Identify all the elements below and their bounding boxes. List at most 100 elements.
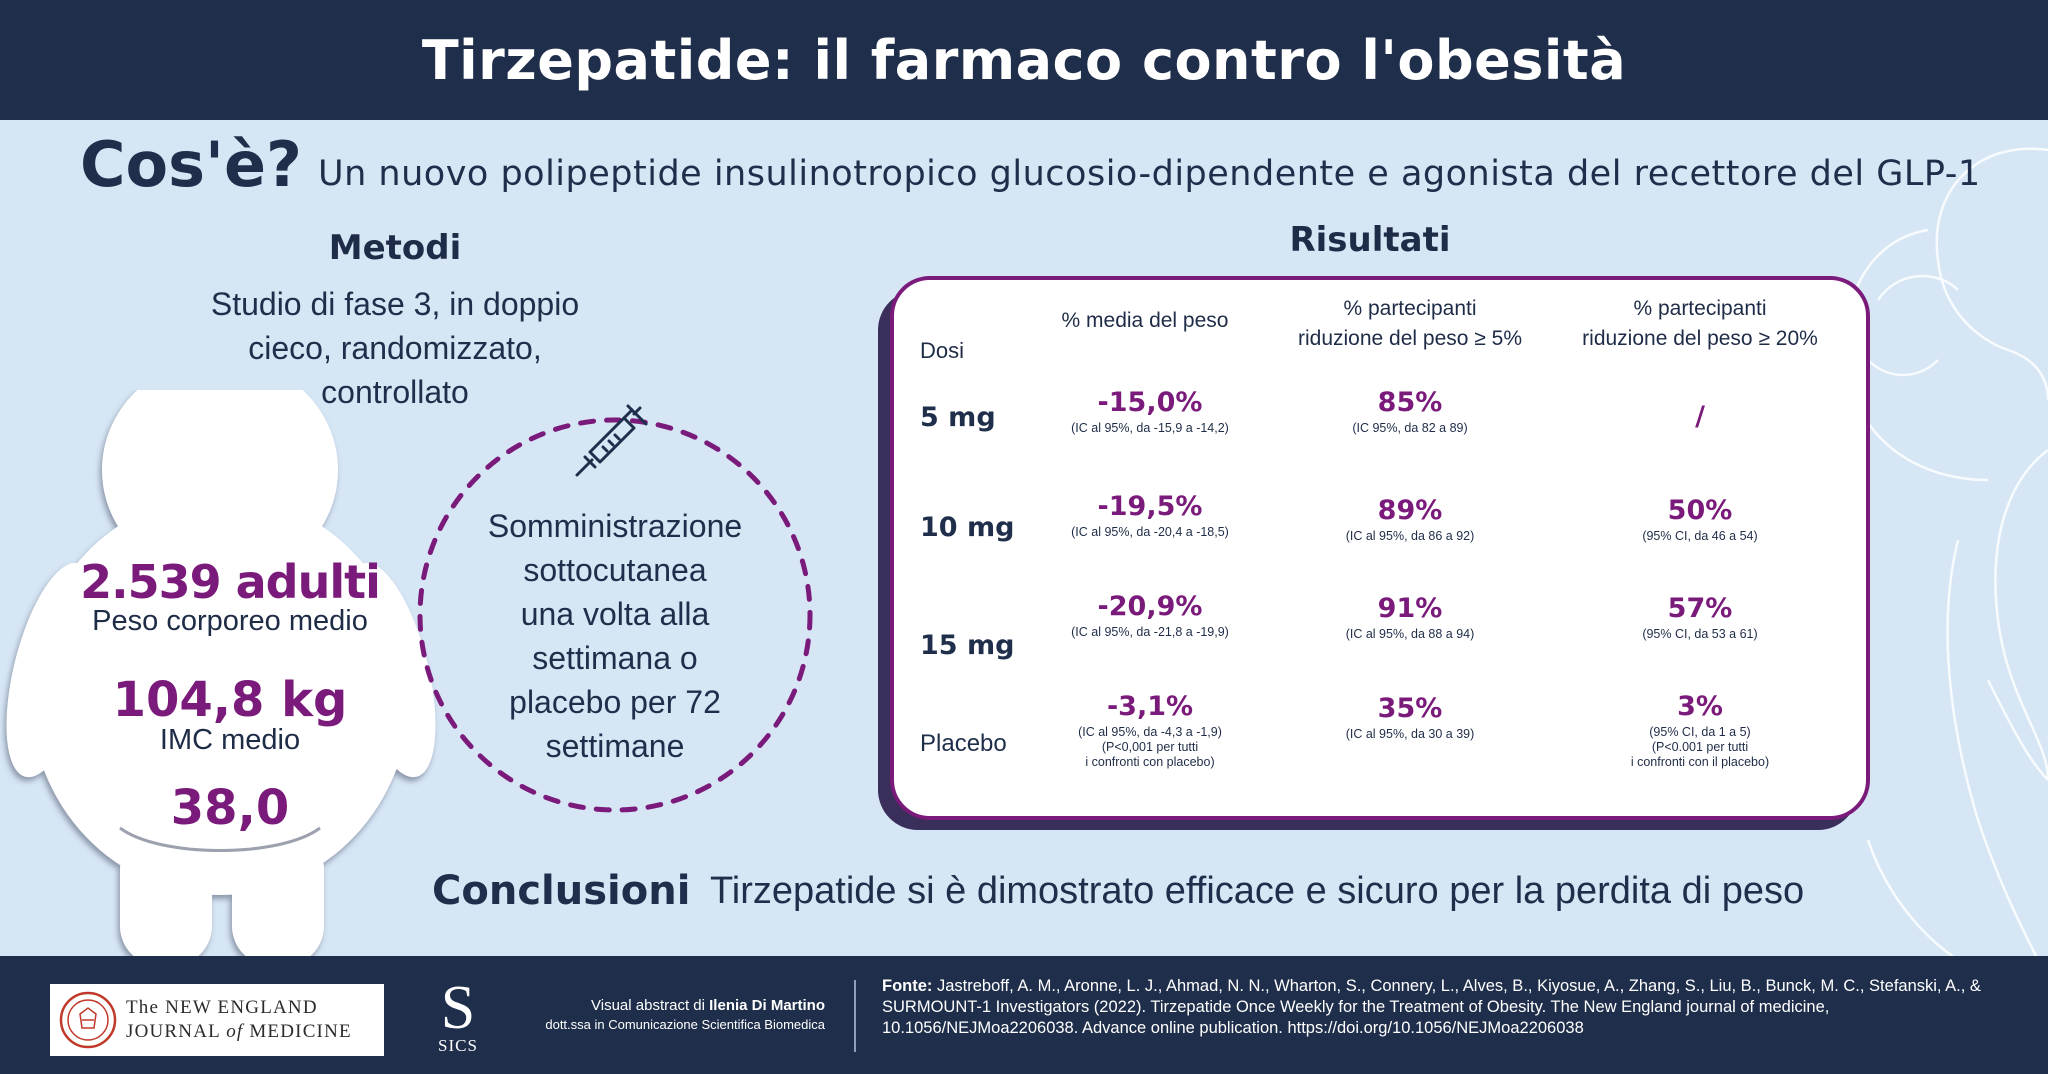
p-value-note: (P<0.001 per tutti xyxy=(1651,740,1749,754)
results-card xyxy=(890,276,1870,820)
nejm-wordmark: The NEW ENGLAND JOURNAL of MEDICINE xyxy=(126,996,352,1044)
header-dose: Dosi xyxy=(920,338,965,363)
result-cell: 35% (IC al 95%, da 30 a 39) xyxy=(1280,692,1540,742)
confidence-interval: (IC al 95%, da 30 a 39) xyxy=(1345,727,1475,741)
result-cell: -15,0% (IC al 95%, da -15,9 a -14,2) xyxy=(1040,386,1260,436)
result-cell: 85% (IC 95%, da 82 a 89) xyxy=(1280,386,1540,436)
nejm-word: MEDICINE xyxy=(243,1021,352,1042)
result-cell: 89% (IC al 95%, da 86 a 92) xyxy=(1280,494,1540,544)
administration-line: settimane xyxy=(545,728,685,764)
whatis-description: Un nuovo polipeptide insulinotropico glu… xyxy=(318,154,1981,194)
whatis-label: Cos'è? xyxy=(80,128,302,201)
reduction-20-value: 50% xyxy=(1667,495,1733,526)
header-line: riduzione del peso ≥ 20% xyxy=(1582,327,1818,350)
administration-line: sottocutanea xyxy=(523,552,707,588)
sics-text: SICS xyxy=(438,1036,478,1055)
result-cell: 57% (95% CI, da 53 a 61) xyxy=(1570,592,1830,642)
reduction-20-value: 57% xyxy=(1667,593,1733,624)
administration-line: una volta alla xyxy=(520,596,710,632)
author-role: dott.ssa in Comunicazione Scientifica Bi… xyxy=(545,1017,825,1032)
confidence-interval: (IC al 95%, da -15,9 a -14,2) xyxy=(1071,421,1229,435)
credit-prefix: Visual abstract di xyxy=(591,997,710,1014)
conclusions-label: Conclusioni xyxy=(432,868,691,914)
dose-label: 5 mg xyxy=(920,402,996,433)
result-cell: -19,5% (IC al 95%, da -20,4 a -18,5) xyxy=(1040,490,1260,540)
credit-line: Visual abstract di Ilenia Di Martino xyxy=(520,996,825,1016)
result-cell: / xyxy=(1570,400,1830,434)
author-credit: Visual abstract di Ilenia Di Martino dot… xyxy=(520,996,825,1034)
confidence-interval: (IC al 95%, da 88 a 94) xyxy=(1345,627,1475,641)
sics-letter: S xyxy=(440,974,476,1042)
reduction-5-value: 35% xyxy=(1377,693,1443,724)
nejm-logo[interactable]: The NEW ENGLAND JOURNAL of MEDICINE xyxy=(50,984,384,1056)
administration-line: settimana o xyxy=(532,640,698,676)
source-label: Fonte: xyxy=(882,977,933,995)
reduction-20-value: / xyxy=(1695,401,1705,432)
header-reduction-20: % partecipanti riduzione del peso ≥ 20% xyxy=(1560,294,1840,354)
nejm-line: The NEW ENGLAND xyxy=(126,997,318,1018)
p-value-note: i confronti con il placebo) xyxy=(1630,755,1770,769)
confidence-interval: (95% CI, da 46 a 54) xyxy=(1642,529,1758,543)
methods-line: cieco, randomizzato, xyxy=(248,330,542,366)
confidence-interval: (IC al 95%, da -20,4 a -18,5) xyxy=(1071,525,1229,539)
nejm-seal-icon xyxy=(59,991,117,1049)
reduction-5-value: 85% xyxy=(1377,387,1443,418)
methods-line: controllato xyxy=(321,374,469,410)
result-cell: 91% (IC al 95%, da 88 a 94) xyxy=(1280,592,1540,642)
dose-label: 15 mg xyxy=(920,630,1015,661)
reduction-20-value: 3% xyxy=(1677,691,1723,722)
administration-line: placebo per 72 xyxy=(509,684,721,720)
dashed-circle xyxy=(417,417,813,813)
confidence-interval: (95% CI, da 1 a 5) xyxy=(1649,725,1751,739)
nejm-word: JOURNAL xyxy=(126,1021,227,1042)
header-line: riduzione del peso ≥ 5% xyxy=(1298,327,1522,350)
header-line: % partecipanti xyxy=(1343,297,1477,320)
confidence-interval: (IC 95%, da 82 a 89) xyxy=(1352,421,1468,435)
result-cell: 3% (95% CI, da 1 a 5) (P<0.001 per tutti… xyxy=(1570,690,1830,770)
methods-description: Studio di fase 3, in doppio cieco, rando… xyxy=(180,282,610,414)
methods-line: Studio di fase 3, in doppio xyxy=(210,286,580,322)
nejm-word: of xyxy=(226,1021,244,1042)
bmi-label: IMC medio xyxy=(159,724,301,756)
p-value-note: (P<0,001 per tutti xyxy=(1101,740,1199,754)
bmi-value: 38,0 xyxy=(170,780,290,836)
header-line: % partecipanti xyxy=(1633,297,1767,320)
mean-weight-change: -20,9% xyxy=(1097,591,1203,622)
header-mean-weight: % media del peso xyxy=(1061,309,1229,332)
confidence-interval: (IC al 95%, da -21,8 a -19,9) xyxy=(1071,625,1229,639)
footer-divider xyxy=(854,980,856,1052)
confidence-interval: (95% CI, da 53 a 61) xyxy=(1642,627,1758,641)
weight-value: 104,8 kg xyxy=(112,672,348,728)
methods-title: Metodi xyxy=(328,228,462,268)
conclusions-text: Tirzepatide si è dimostrato efficace e s… xyxy=(710,870,1805,912)
header-reduction-5: % partecipanti riduzione del peso ≥ 5% xyxy=(1270,294,1550,354)
mean-weight-change: -19,5% xyxy=(1097,491,1203,522)
header-bar: Tirzepatide: il farmaco contro l'obesità xyxy=(0,0,2048,120)
reduction-5-value: 91% xyxy=(1377,593,1443,624)
page-title: Tirzepatide: il farmaco contro l'obesità xyxy=(421,28,1627,92)
syringe-icon xyxy=(575,404,648,477)
participants-count: 2.539 adulti xyxy=(80,555,381,609)
weight-label: Peso corporeo medio xyxy=(92,605,368,637)
source-citation: Fonte: Jastreboff, A. M., Aronne, L. J.,… xyxy=(882,976,2022,1039)
background-figure-outline xyxy=(1844,147,2048,960)
result-cell: 50% (95% CI, da 46 a 54) xyxy=(1570,494,1830,544)
results-title: Risultati xyxy=(1289,220,1451,260)
p-value-note: i confronti con placebo) xyxy=(1085,755,1215,769)
administration-text: Somministrazione sottocutanea una volta … xyxy=(460,504,770,768)
mean-weight-change: -15,0% xyxy=(1097,387,1203,418)
body-silhouette xyxy=(6,390,436,966)
confidence-interval: (IC al 95%, da -4,3 a -1,9) xyxy=(1078,725,1222,739)
result-cell: -3,1% (IC al 95%, da -4,3 a -1,9) (P<0,0… xyxy=(1040,690,1260,770)
mean-weight-change: -3,1% xyxy=(1106,691,1194,722)
confidence-interval: (IC al 95%, da 86 a 92) xyxy=(1345,529,1475,543)
reduction-5-value: 89% xyxy=(1377,495,1443,526)
dose-label: Placebo xyxy=(920,730,1007,757)
result-cell: -20,9% (IC al 95%, da -21,8 a -19,9) xyxy=(1040,590,1260,640)
administration-line: Somministrazione xyxy=(487,508,743,544)
sics-logo[interactable]: S SICS xyxy=(430,974,486,1058)
source-text[interactable]: Jastreboff, A. M., Aronne, L. J., Ahmad,… xyxy=(882,977,1981,1037)
dose-label: 10 mg xyxy=(920,512,1015,543)
nejm-line: JOURNAL of MEDICINE xyxy=(126,1020,352,1044)
author-name: Ilenia Di Martino xyxy=(709,997,825,1014)
